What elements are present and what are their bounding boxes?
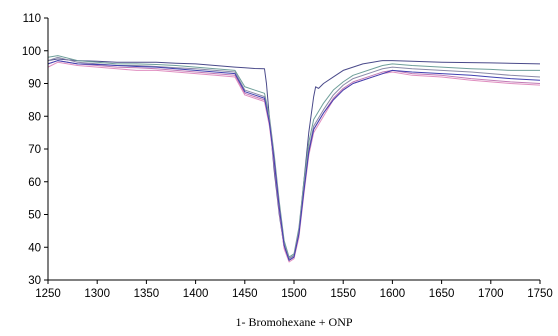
series-layer xyxy=(47,55,541,263)
y-axis-ticks: 30 40 50 60 70 80 90 100 110 xyxy=(22,13,48,287)
series-line-5 xyxy=(47,61,541,263)
y-tick-label: 70 xyxy=(28,144,41,156)
x-axis-ticks: 1250 1300 1350 1400 1450 1500 1550 1600 1650 1700… xyxy=(35,280,553,300)
x-tick-label: 1750 xyxy=(527,288,553,300)
x-tick-label: 1600 xyxy=(380,288,406,300)
x-tick-label: 1400 xyxy=(183,288,209,300)
y-tick-label: 90 xyxy=(28,79,41,91)
y-tick-label: 110 xyxy=(23,13,41,25)
x-tick-label: 1700 xyxy=(478,288,504,300)
x-axis-label: 1- Bromohexane + ONP xyxy=(235,315,352,329)
x-tick-label: 1450 xyxy=(232,288,258,300)
x-tick-label: 1500 xyxy=(281,288,307,300)
x-tick-label: 1300 xyxy=(84,288,110,300)
x-tick-label: 1250 xyxy=(35,288,61,300)
y-tick-label: 80 xyxy=(28,111,41,123)
y-tick-label: 30 xyxy=(28,275,41,287)
x-tick-label: 1350 xyxy=(134,288,160,300)
y-tick-label: 100 xyxy=(22,46,41,58)
x-tick-label: 1650 xyxy=(429,288,455,300)
series-line-3 xyxy=(47,56,541,260)
y-tick-label: 40 xyxy=(28,242,41,254)
series-line-6 xyxy=(47,60,541,261)
series-line-2 xyxy=(47,55,540,258)
series-line-4 xyxy=(47,60,541,261)
x-tick-label: 1550 xyxy=(330,288,356,300)
series-line-1 xyxy=(47,58,541,260)
y-tick-label: 60 xyxy=(28,177,41,189)
y-tick-label: 50 xyxy=(28,210,41,222)
